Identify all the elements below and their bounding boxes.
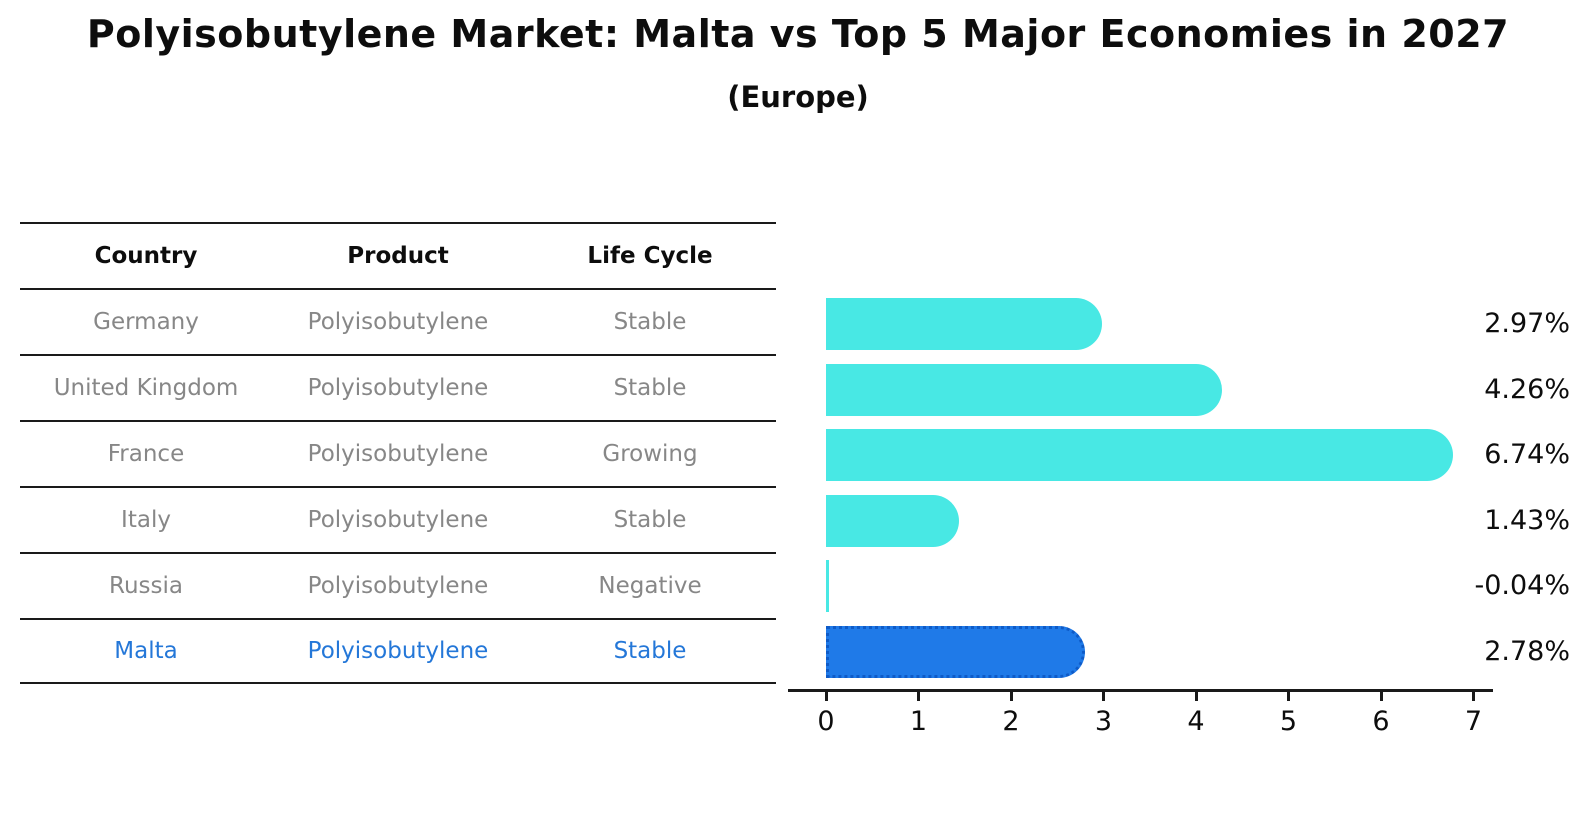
x-axis-line bbox=[788, 689, 1493, 692]
cell-country: Russia bbox=[109, 573, 183, 599]
cell-lifecycle: Negative bbox=[598, 573, 702, 599]
bar-malta bbox=[826, 626, 1085, 678]
x-tick bbox=[1194, 692, 1198, 701]
cell-product: Polyisobutylene bbox=[307, 309, 489, 335]
chart-subtitle: (Europe) bbox=[727, 80, 869, 114]
table-row-russia: Russia Polyisobutylene Negative bbox=[20, 552, 776, 618]
table-header-row: Country Product Life Cycle bbox=[20, 222, 776, 288]
col-header-lifecycle: Life Cycle bbox=[587, 243, 713, 269]
bar-germany bbox=[826, 298, 1103, 350]
table-row-italy: Italy Polyisobutylene Stable bbox=[20, 486, 776, 552]
table-row-france: France Polyisobutylene Growing bbox=[20, 420, 776, 486]
x-tick bbox=[824, 692, 828, 701]
table-row-malta: Malta Polyisobutylene Stable bbox=[20, 618, 776, 684]
x-tick bbox=[1379, 692, 1383, 701]
value-label-russia: -0.04% bbox=[1474, 570, 1570, 601]
cell-country: Malta bbox=[114, 638, 178, 664]
x-tick-label: 1 bbox=[909, 706, 928, 737]
cell-country: United Kingdom bbox=[53, 375, 239, 401]
x-tick-label: 4 bbox=[1187, 706, 1205, 737]
x-tick-label: 6 bbox=[1372, 706, 1390, 737]
cell-lifecycle: Stable bbox=[613, 507, 687, 533]
cell-lifecycle: Stable bbox=[613, 375, 687, 401]
x-tick bbox=[1472, 692, 1475, 701]
value-label-france: 6.74% bbox=[1484, 439, 1570, 470]
cell-country: Germany bbox=[93, 309, 199, 335]
cell-product: Polyisobutylene bbox=[307, 638, 489, 664]
cell-product: Polyisobutylene bbox=[307, 441, 489, 467]
col-header-country: Country bbox=[94, 243, 198, 269]
x-tick bbox=[917, 692, 920, 701]
cell-lifecycle: Growing bbox=[602, 441, 698, 467]
cell-country: Italy bbox=[121, 507, 171, 533]
cell-product: Polyisobutylene bbox=[307, 375, 489, 401]
x-tick-label: 0 bbox=[817, 706, 835, 737]
cell-country: France bbox=[107, 441, 185, 467]
col-header-product: Product bbox=[347, 243, 449, 269]
cell-lifecycle: Stable bbox=[613, 638, 687, 664]
value-label-malta: 2.78% bbox=[1484, 636, 1570, 667]
bar-russia bbox=[826, 560, 829, 612]
chart-title: Polyisobutylene Market: Malta vs Top 5 M… bbox=[86, 12, 1510, 56]
x-tick-label: 7 bbox=[1464, 706, 1483, 737]
x-tick bbox=[1009, 692, 1013, 701]
value-label-united-kingdom: 4.26% bbox=[1484, 374, 1570, 405]
bar-united-kingdom bbox=[826, 364, 1223, 416]
table-row-united-kingdom: United Kingdom Polyisobutylene Stable bbox=[20, 354, 776, 420]
value-label-italy: 1.43% bbox=[1484, 505, 1570, 536]
x-tick bbox=[1102, 692, 1105, 701]
cell-product: Polyisobutylene bbox=[307, 507, 489, 533]
cell-product: Polyisobutylene bbox=[307, 573, 489, 599]
bar-italy bbox=[826, 495, 959, 547]
bar-france bbox=[826, 429, 1453, 481]
table-row-germany: Germany Polyisobutylene Stable bbox=[20, 288, 776, 354]
x-tick bbox=[1287, 692, 1290, 701]
x-tick-label: 3 bbox=[1094, 706, 1113, 737]
x-tick-label: 5 bbox=[1279, 706, 1298, 737]
country-table: Country Product Life Cycle Germany Polyi… bbox=[20, 222, 776, 684]
x-tick-label: 2 bbox=[1002, 706, 1020, 737]
value-label-germany: 2.97% bbox=[1484, 308, 1570, 339]
cell-lifecycle: Stable bbox=[613, 309, 687, 335]
